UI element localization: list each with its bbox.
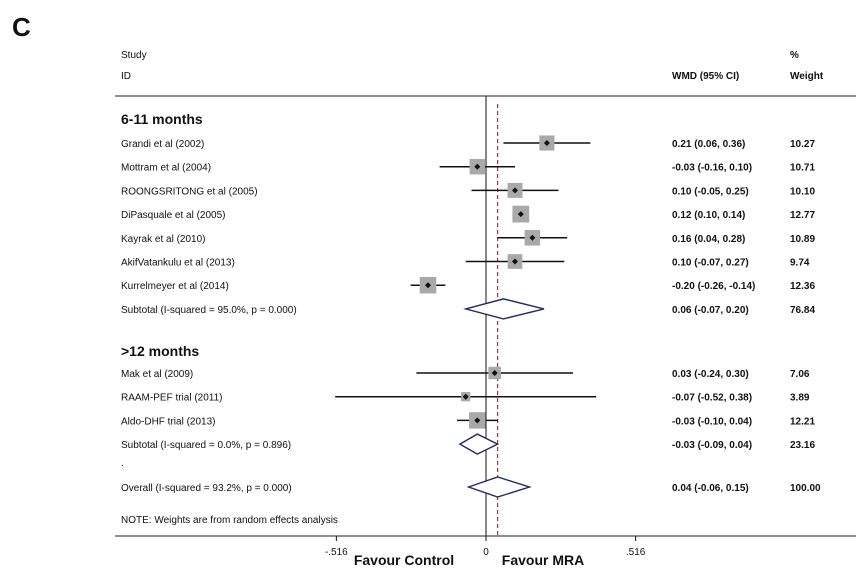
effect-ci-value: 0.12 (0.10, 0.14)	[672, 210, 745, 221]
point-estimate	[474, 417, 481, 424]
weight-value: 7.06	[790, 369, 810, 380]
study-label: Kurrelmeyer et al (2014)	[121, 281, 229, 292]
subgroup-title: 6-11 months	[121, 111, 203, 127]
study-label: DiPasquale et al (2005)	[121, 210, 226, 221]
subtotal-label: Subtotal (I-squared = 0.0%, p = 0.896)	[121, 440, 291, 451]
effect-ci-value: -0.07 (-0.52, 0.38)	[672, 393, 752, 404]
effect-ci-value: -0.03 (-0.16, 0.10)	[672, 163, 752, 174]
subtotal-diamond	[462, 298, 545, 320]
effect-ci-value: 0.03 (-0.24, 0.30)	[672, 369, 749, 380]
point-estimate	[512, 258, 518, 265]
header-study: Study	[121, 50, 147, 61]
effect-ci-value: 0.10 (-0.07, 0.27)	[672, 258, 749, 269]
point-estimate	[474, 163, 481, 170]
study-label: Mak et al (2009)	[121, 369, 193, 380]
subtotal-diamond	[458, 433, 500, 455]
weight-value: 9.74	[790, 258, 810, 269]
study-label: Kayrak et al (2010)	[121, 234, 206, 245]
effect-ci-value: 0.21 (0.06, 0.36)	[672, 139, 745, 150]
study-label: RAAM-PEF trial (2011)	[121, 393, 223, 404]
header-percent: %	[790, 50, 799, 61]
forest-rows: 6-11 months Grandi et al (2002) 0.21 (0.06…	[121, 111, 821, 498]
subgroup-title: >12 months	[121, 343, 199, 359]
overall-weight-value: 100.00	[790, 483, 821, 494]
header-effect: WMD (95% CI)	[672, 71, 739, 82]
study-label: ROONGSRITONG et al (2005)	[121, 186, 258, 197]
weight-value: 10.71	[790, 163, 815, 174]
study-label: Mottram et al (2004)	[121, 163, 211, 174]
overall-effect-value: 0.04 (-0.06, 0.15)	[672, 483, 749, 494]
favour-mra-label: Favour MRA	[502, 552, 584, 568]
separator-dot: .	[121, 458, 124, 469]
subtotal-effect-value: 0.06 (-0.07, 0.20)	[672, 305, 749, 316]
x-tick-label: -.516	[325, 547, 348, 558]
point-estimate	[529, 234, 536, 241]
subtotal-weight-value: 23.16	[790, 440, 815, 451]
subtotal-label: Subtotal (I-squared = 95.0%, p = 0.000)	[121, 305, 297, 316]
weight-value: 12.77	[790, 210, 815, 221]
weight-value: 3.89	[790, 393, 810, 404]
overall-label: Overall (I-squared = 93.2%, p = 0.000)	[121, 483, 292, 494]
weights-note: NOTE: Weights are from random effects an…	[121, 515, 338, 526]
effect-ci-value: 0.10 (-0.05, 0.25)	[672, 186, 749, 197]
x-axis-ticks: -.516 0 .516	[325, 536, 646, 558]
weight-value: 10.10	[790, 186, 815, 197]
panel-label: C	[12, 12, 31, 42]
study-label: AkifVatankulu et al (2013)	[121, 258, 235, 269]
subtotal-weight-value: 76.84	[790, 305, 815, 316]
point-estimate	[425, 282, 431, 289]
point-estimate	[491, 370, 498, 376]
point-estimate	[512, 187, 518, 194]
effect-ci-value: 0.16 (0.04, 0.28)	[672, 234, 745, 245]
x-tick-label: .516	[626, 547, 646, 558]
weight-value: 10.89	[790, 234, 815, 245]
study-label: Grandi et al (2002)	[121, 139, 204, 150]
weight-value: 12.36	[790, 281, 815, 292]
favour-control-label: Favour Control	[354, 552, 454, 568]
x-tick-label: 0	[483, 547, 489, 558]
header-id: ID	[121, 71, 131, 82]
effect-ci-value: -0.03 (-0.10, 0.04)	[672, 416, 752, 427]
point-estimate	[517, 211, 524, 218]
point-estimate	[462, 393, 469, 400]
weight-value: 12.21	[790, 416, 815, 427]
subtotal-effect-value: -0.03 (-0.09, 0.04)	[672, 440, 752, 451]
point-estimate	[543, 140, 550, 146]
overall-diamond	[466, 476, 532, 498]
weight-value: 10.27	[790, 139, 815, 150]
effect-ci-value: -0.20 (-0.26, -0.14)	[672, 281, 755, 292]
study-label: Aldo-DHF trial (2013)	[121, 416, 215, 427]
header-weight: Weight	[790, 71, 824, 82]
